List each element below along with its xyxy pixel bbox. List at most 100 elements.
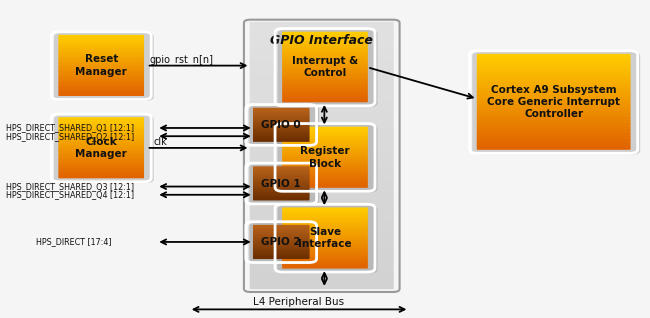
FancyBboxPatch shape [253,228,309,230]
FancyBboxPatch shape [253,194,309,196]
FancyBboxPatch shape [253,252,309,255]
FancyBboxPatch shape [253,130,309,132]
FancyBboxPatch shape [253,180,309,182]
FancyBboxPatch shape [253,169,309,170]
FancyBboxPatch shape [253,129,309,131]
FancyBboxPatch shape [282,256,368,259]
FancyBboxPatch shape [282,80,368,84]
FancyBboxPatch shape [253,240,309,242]
FancyBboxPatch shape [253,120,309,122]
FancyBboxPatch shape [282,92,368,95]
FancyBboxPatch shape [253,185,309,187]
FancyBboxPatch shape [278,205,378,273]
FancyBboxPatch shape [253,138,309,140]
FancyBboxPatch shape [476,82,630,86]
FancyBboxPatch shape [58,91,144,94]
FancyBboxPatch shape [58,117,144,120]
FancyBboxPatch shape [253,231,309,232]
FancyBboxPatch shape [282,131,368,134]
FancyBboxPatch shape [253,229,309,232]
FancyBboxPatch shape [253,177,309,179]
FancyBboxPatch shape [58,93,144,96]
FancyBboxPatch shape [282,129,368,132]
FancyBboxPatch shape [282,253,368,257]
FancyBboxPatch shape [253,121,309,123]
FancyBboxPatch shape [282,62,368,65]
FancyBboxPatch shape [253,250,309,252]
FancyBboxPatch shape [282,179,368,182]
Text: GPIO 0: GPIO 0 [261,120,301,130]
FancyBboxPatch shape [58,147,144,150]
FancyBboxPatch shape [253,248,309,250]
FancyBboxPatch shape [476,121,630,124]
FancyBboxPatch shape [282,266,368,268]
FancyBboxPatch shape [253,254,309,256]
FancyBboxPatch shape [253,232,309,233]
FancyBboxPatch shape [476,142,630,147]
FancyBboxPatch shape [282,147,368,150]
FancyBboxPatch shape [476,54,630,58]
FancyBboxPatch shape [282,46,368,49]
FancyBboxPatch shape [253,239,309,241]
FancyBboxPatch shape [282,183,368,186]
FancyBboxPatch shape [282,219,368,222]
FancyBboxPatch shape [58,49,144,52]
FancyBboxPatch shape [250,35,394,50]
FancyBboxPatch shape [253,255,309,257]
FancyBboxPatch shape [250,62,394,76]
FancyBboxPatch shape [58,79,144,82]
Text: HPS_DIRECT_SHARED_Q4 [12:1]: HPS_DIRECT_SHARED_Q4 [12:1] [6,190,134,199]
FancyBboxPatch shape [250,248,394,263]
FancyBboxPatch shape [278,30,378,107]
FancyBboxPatch shape [282,39,368,42]
FancyBboxPatch shape [253,134,309,136]
FancyBboxPatch shape [58,143,144,146]
FancyBboxPatch shape [282,52,368,56]
FancyBboxPatch shape [253,256,309,258]
FancyBboxPatch shape [58,51,144,54]
FancyBboxPatch shape [58,41,144,44]
FancyBboxPatch shape [282,36,368,40]
FancyBboxPatch shape [476,66,630,71]
FancyBboxPatch shape [54,33,154,101]
FancyBboxPatch shape [58,141,144,144]
FancyBboxPatch shape [253,139,309,141]
FancyBboxPatch shape [473,52,640,155]
FancyBboxPatch shape [282,163,368,166]
FancyBboxPatch shape [253,225,309,227]
FancyBboxPatch shape [253,124,309,126]
FancyBboxPatch shape [282,127,368,130]
FancyBboxPatch shape [250,182,394,196]
FancyBboxPatch shape [58,133,144,136]
FancyBboxPatch shape [476,60,630,64]
FancyBboxPatch shape [282,247,368,251]
FancyBboxPatch shape [282,32,368,35]
FancyBboxPatch shape [253,176,309,178]
FancyBboxPatch shape [253,189,309,190]
FancyBboxPatch shape [282,224,368,226]
FancyBboxPatch shape [253,135,309,137]
FancyBboxPatch shape [253,171,309,173]
FancyBboxPatch shape [253,247,309,249]
FancyBboxPatch shape [476,108,630,112]
FancyBboxPatch shape [253,237,309,239]
FancyBboxPatch shape [282,262,368,265]
FancyBboxPatch shape [253,173,309,175]
FancyBboxPatch shape [282,213,368,217]
FancyBboxPatch shape [282,153,368,156]
FancyBboxPatch shape [248,164,319,205]
FancyBboxPatch shape [282,232,368,234]
FancyBboxPatch shape [282,181,368,184]
Text: Clock
Manager: Clock Manager [75,137,127,159]
FancyBboxPatch shape [250,88,394,103]
FancyBboxPatch shape [253,183,309,185]
FancyBboxPatch shape [282,236,368,238]
FancyBboxPatch shape [282,94,368,98]
FancyBboxPatch shape [282,57,368,60]
FancyBboxPatch shape [282,78,368,81]
FancyBboxPatch shape [282,227,368,231]
FancyBboxPatch shape [250,168,394,183]
FancyBboxPatch shape [282,90,368,93]
Text: GPIO 1: GPIO 1 [261,178,301,189]
Text: gpio_rst_n[n]: gpio_rst_n[n] [150,54,214,65]
